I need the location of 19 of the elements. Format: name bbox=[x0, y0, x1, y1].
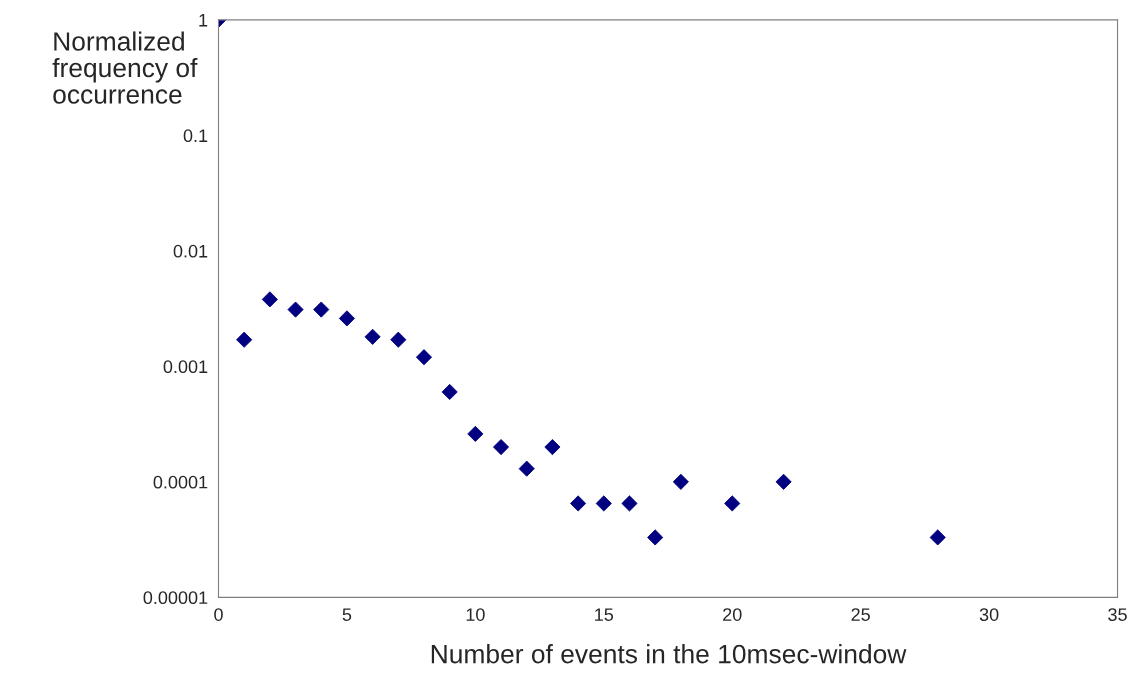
y-tick-label: 0.001 bbox=[163, 360, 208, 374]
x-tick-label: 5 bbox=[342, 608, 352, 621]
x-tick-label: 0 bbox=[214, 608, 223, 621]
point bbox=[236, 331, 253, 348]
x-tick-label: 25 bbox=[851, 608, 870, 621]
y-axis-title: Normalized frequency of occurrence bbox=[52, 31, 198, 104]
point bbox=[390, 331, 407, 348]
x-tick-label: 15 bbox=[595, 608, 614, 621]
y-tick-label: 0.01 bbox=[173, 244, 208, 258]
y-tick-label: 0.0001 bbox=[153, 475, 208, 489]
y-tick-label: 0.1 bbox=[183, 129, 208, 143]
x-axis-title: Number of events in the 10msec-window bbox=[431, 644, 907, 664]
y-tick-label: 1 bbox=[199, 13, 208, 27]
x-tick-label: 10 bbox=[466, 608, 485, 621]
y-tick-label: 0.00001 bbox=[143, 591, 208, 605]
x-tick-label: 20 bbox=[723, 608, 742, 621]
x-tick-label: 35 bbox=[1108, 608, 1127, 621]
x-tick-label: 30 bbox=[979, 608, 999, 621]
point bbox=[338, 310, 355, 327]
